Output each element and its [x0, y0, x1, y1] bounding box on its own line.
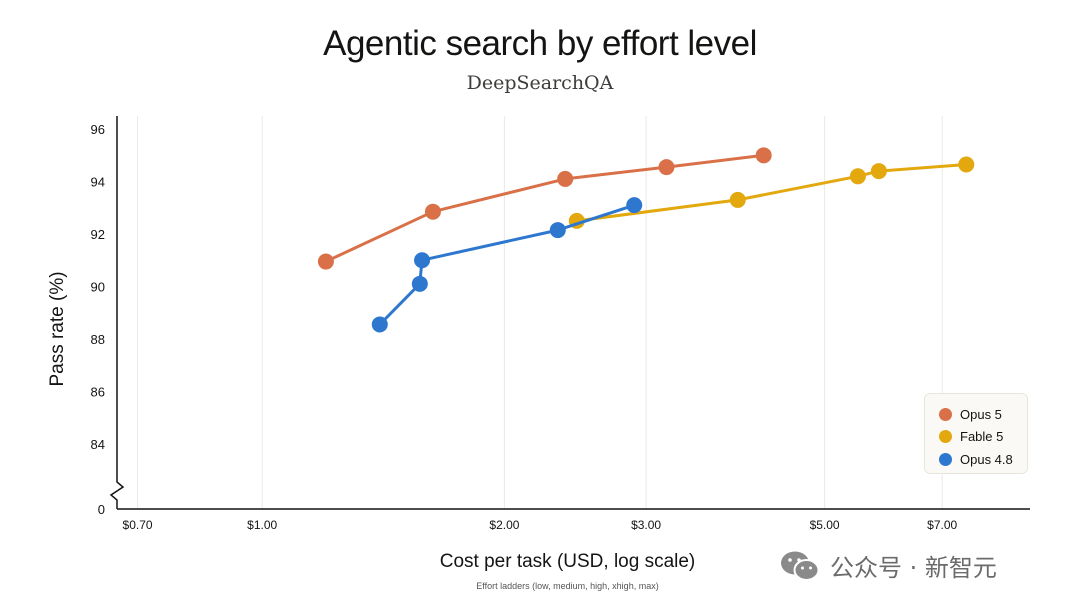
wechat-icon [781, 551, 820, 581]
y-axis-label: Pass rate (%) [47, 271, 68, 386]
data-point [424, 203, 441, 220]
legend-item-opus-4-8: Opus 4.8 [939, 448, 1027, 471]
watermark: 公众号 · 新智元 [780, 548, 997, 583]
data-point [870, 163, 887, 180]
data-point [958, 156, 975, 173]
data-point [755, 147, 772, 164]
data-point [729, 191, 746, 208]
data-point [626, 197, 643, 214]
x-axis-note: Effort ladders (low, medium, high, xhigh… [476, 581, 659, 591]
y-tick-label: 94 [91, 175, 105, 190]
legend-item-opus-5: Opus 5 [939, 403, 1027, 426]
chart-subtitle: DeepSearchQA [466, 72, 614, 94]
y-tick-label-zero: 0 [98, 502, 105, 517]
data-point [411, 275, 428, 292]
chart-title: Agentic search by effort level [323, 24, 757, 63]
y-tick-label: 84 [91, 437, 105, 452]
data-point [414, 252, 431, 269]
x-tick-label: $7.00 [927, 518, 957, 532]
y-tick-label: 88 [91, 332, 105, 347]
y-tick-label: 96 [91, 122, 105, 137]
data-point [317, 253, 334, 270]
y-tick-label: 86 [91, 384, 105, 399]
watermark-text: 公众号 · 新智元 [830, 554, 997, 582]
y-axis-line [109, 116, 125, 509]
y-tick-label: 92 [91, 227, 105, 242]
data-point [557, 170, 574, 187]
legend-swatch-opus-4-8 [939, 452, 952, 466]
legend-label-opus-4-8: Opus 4.8 [960, 451, 1013, 467]
data-point [371, 316, 388, 333]
series-line-opus-5 [325, 153, 764, 263]
legend-item-fable-5: Fable 5 [939, 426, 1027, 449]
legend: Opus 5 Fable 5 Opus 4.8 [924, 393, 1028, 474]
x-tick-label: $5.00 [810, 518, 840, 532]
x-tick-label: $1.00 [247, 518, 277, 532]
y-tick-label: 90 [91, 279, 105, 294]
x-axis-label: Cost per task (USD, log scale) [439, 551, 696, 572]
data-point [849, 168, 866, 185]
legend-swatch-fable-5 [939, 430, 952, 444]
x-tick-label: $0.70 [123, 518, 153, 532]
x-tick-label: $3.00 [631, 518, 661, 532]
legend-label-opus-5: Opus 5 [960, 406, 1002, 422]
data-point [549, 222, 566, 239]
x-tick-label: $2.00 [489, 518, 519, 532]
data-point [658, 159, 675, 176]
legend-swatch-opus-5 [939, 407, 952, 421]
legend-label-fable-5: Fable 5 [960, 429, 1004, 445]
